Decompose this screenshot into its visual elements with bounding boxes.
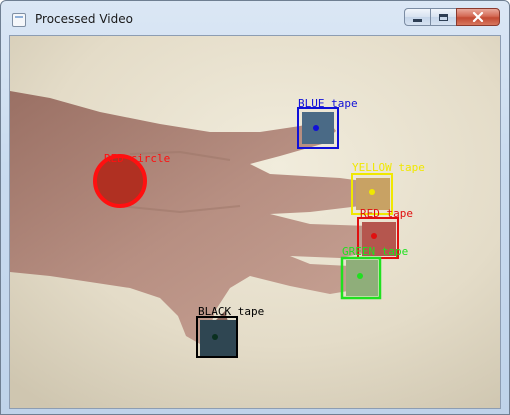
- title-bar[interactable]: Processed Video: [1, 1, 509, 35]
- app-window-icon[interactable]: [12, 13, 26, 27]
- video-frame: RED circle BLUE tape YELLOW tape: [9, 35, 501, 409]
- yellow-tape-detection: YELLOW tape: [351, 161, 425, 215]
- red-circle-label: RED circle: [104, 152, 170, 165]
- processed-video-view: RED circle BLUE tape YELLOW tape: [10, 36, 500, 408]
- minimize-icon: [413, 19, 422, 22]
- red-circle-detection: RED circle: [93, 152, 170, 208]
- maximize-button[interactable]: [430, 8, 456, 26]
- close-icon: [472, 12, 484, 22]
- blue-tape-label: BLUE tape: [298, 97, 358, 110]
- green-tape-detection: GREEN tape: [340, 245, 408, 300]
- maximize-icon: [439, 13, 448, 21]
- black-tape-label: BLACK tape: [198, 305, 264, 318]
- close-button[interactable]: [456, 8, 500, 26]
- window-title: Processed Video: [35, 12, 133, 26]
- caption-buttons: [404, 8, 500, 28]
- red-tape-label: RED tape: [360, 207, 413, 220]
- video-canvas: RED circle BLUE tape YELLOW tape: [10, 36, 500, 408]
- black-tape-detection: BLACK tape: [196, 305, 264, 358]
- blue-tape-detection: BLUE tape: [297, 97, 358, 149]
- red-tape-detection: RED tape: [357, 207, 413, 259]
- yellow-tape-label: YELLOW tape: [352, 161, 425, 174]
- minimize-button[interactable]: [404, 8, 430, 26]
- green-tape-label: GREEN tape: [342, 245, 408, 258]
